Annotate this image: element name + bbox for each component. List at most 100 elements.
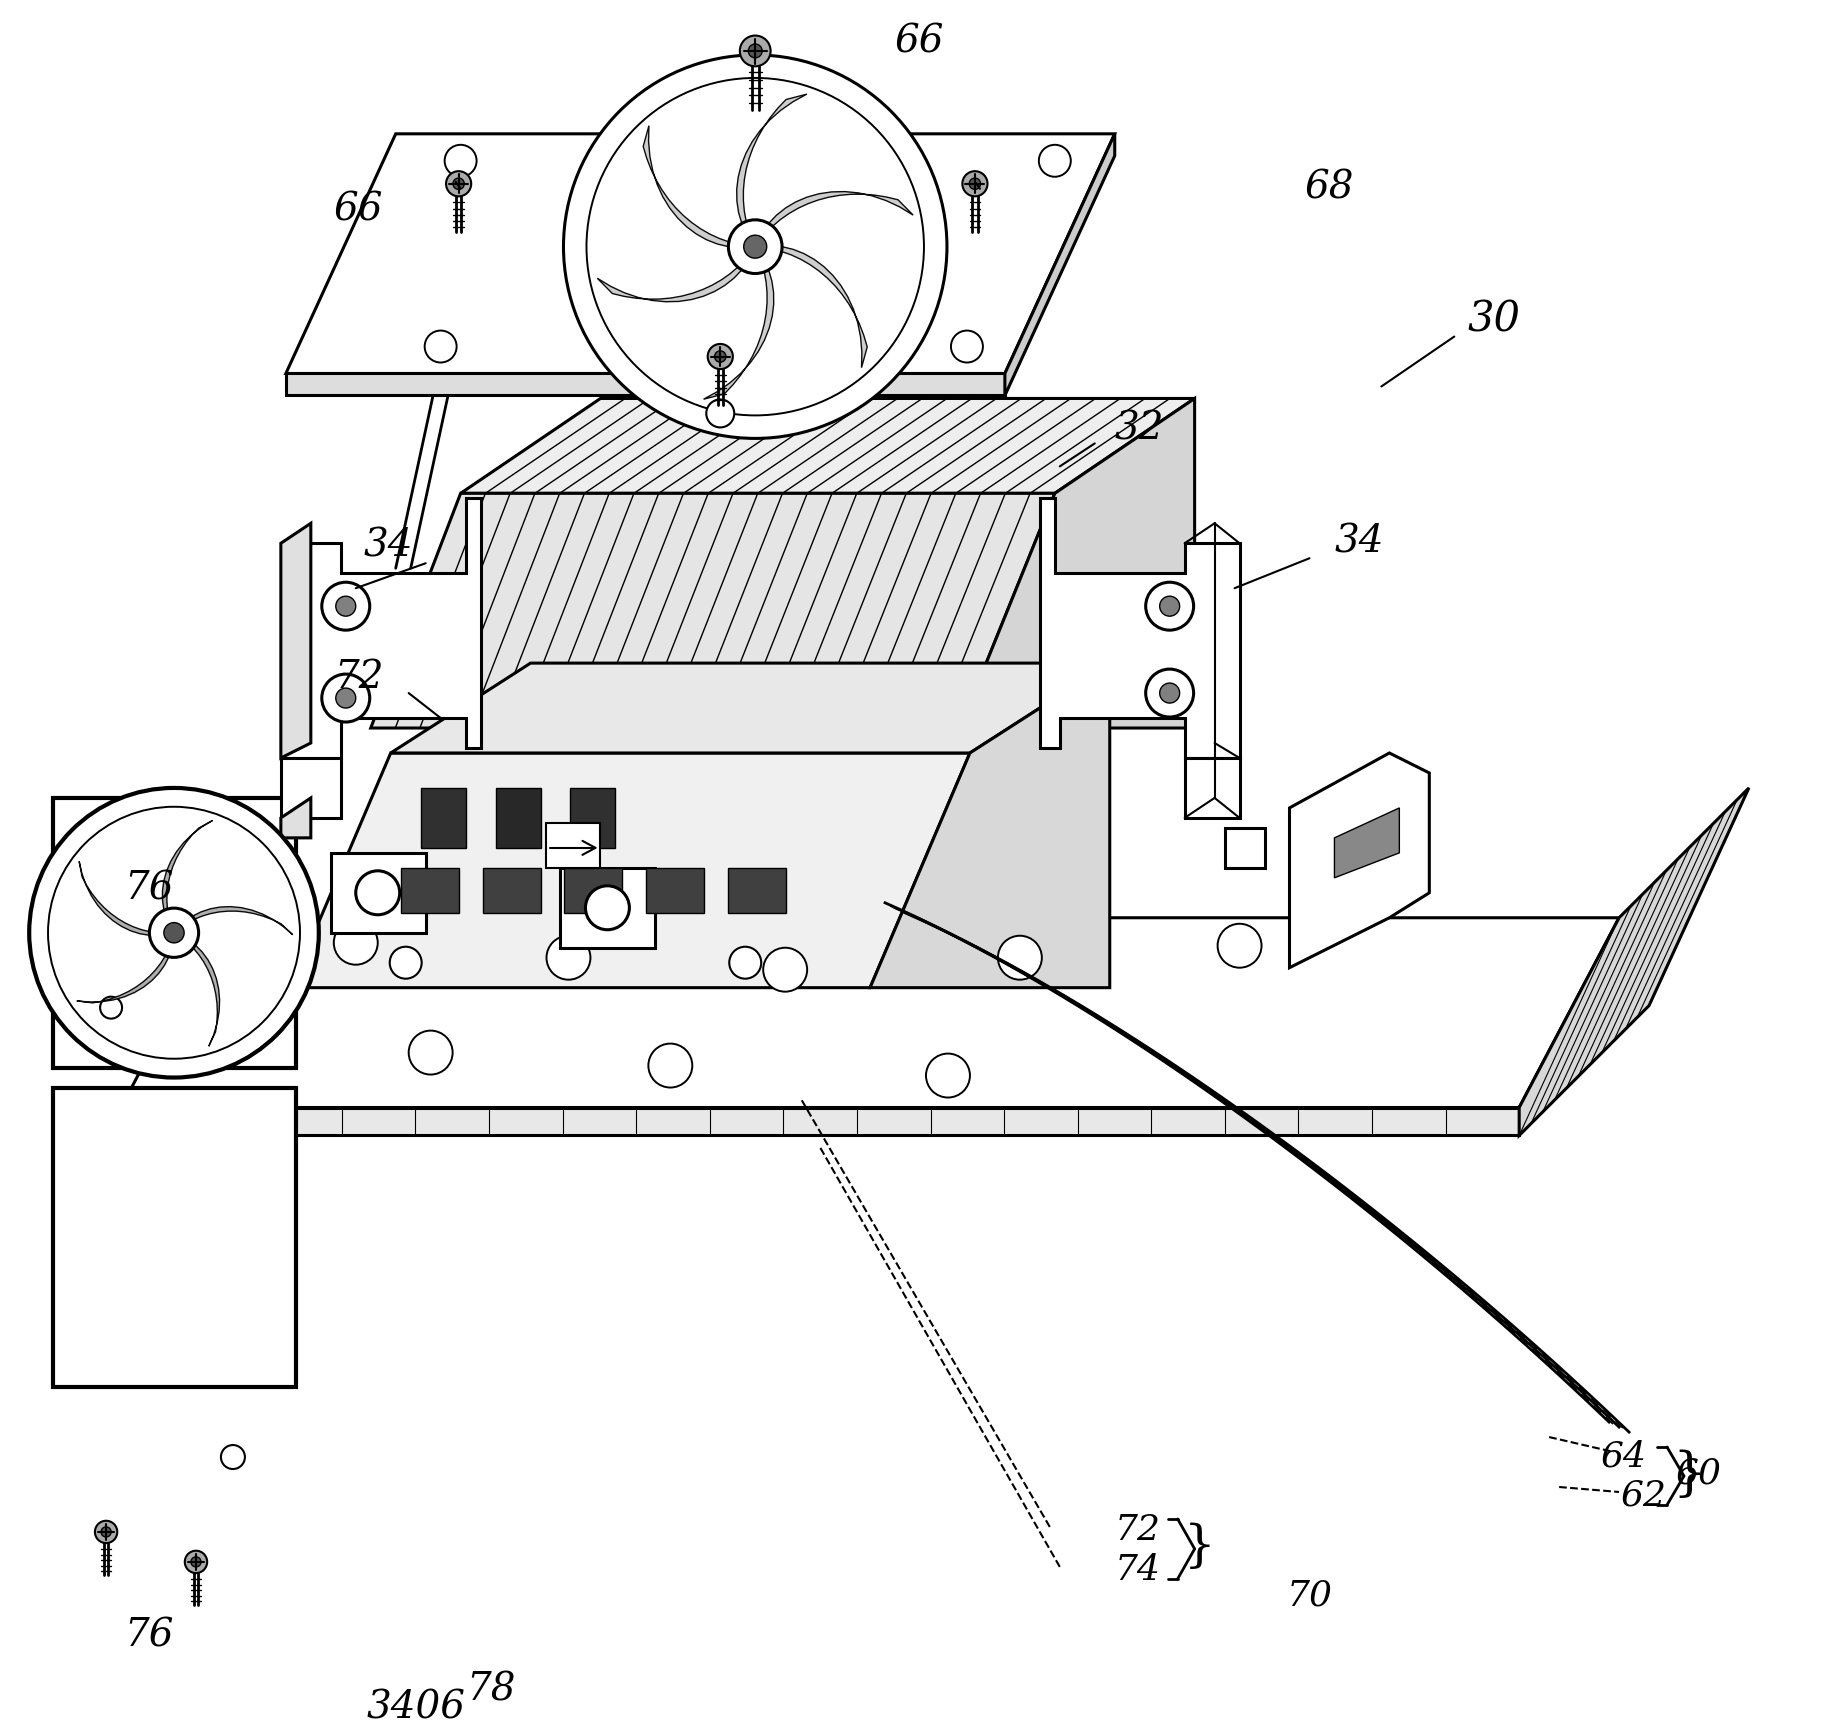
Circle shape [546,936,590,981]
Polygon shape [728,868,787,913]
Polygon shape [561,868,656,948]
Circle shape [322,675,369,723]
Polygon shape [401,868,460,913]
Polygon shape [1005,135,1114,396]
Circle shape [48,808,300,1059]
Circle shape [706,400,733,429]
Polygon shape [959,400,1195,728]
Circle shape [969,178,981,190]
Polygon shape [281,524,311,758]
Circle shape [322,583,369,631]
Text: 76: 76 [125,1616,175,1654]
Circle shape [564,55,947,439]
Circle shape [336,597,357,618]
Text: 62: 62 [1621,1477,1667,1512]
Circle shape [96,1521,118,1543]
Circle shape [998,936,1042,981]
Polygon shape [77,957,169,1003]
Circle shape [1145,670,1193,718]
Circle shape [149,908,199,958]
Circle shape [1160,683,1180,704]
Circle shape [186,1550,208,1573]
Circle shape [708,344,733,370]
Circle shape [390,948,421,979]
Text: 3406: 3406 [366,1688,465,1725]
Text: }: } [1673,1448,1706,1498]
Circle shape [357,872,399,915]
Polygon shape [391,664,1110,754]
Circle shape [586,80,925,417]
Circle shape [1217,924,1261,969]
Circle shape [741,36,770,67]
Polygon shape [483,868,540,913]
Polygon shape [421,789,465,848]
Text: 64: 64 [1601,1438,1647,1472]
Polygon shape [1186,758,1239,818]
Polygon shape [53,1088,296,1387]
Polygon shape [162,822,213,910]
Circle shape [29,789,318,1078]
Text: 76: 76 [125,870,175,907]
Circle shape [1038,145,1072,178]
Circle shape [408,1031,452,1074]
Circle shape [649,1043,693,1088]
Circle shape [963,171,987,197]
Text: 32: 32 [1116,410,1165,448]
Polygon shape [281,758,340,818]
Polygon shape [121,919,1619,1107]
Circle shape [336,689,357,709]
Circle shape [926,1054,970,1099]
Polygon shape [647,868,704,913]
Polygon shape [281,498,480,758]
Circle shape [221,1445,244,1469]
Polygon shape [1224,829,1265,868]
Circle shape [586,886,629,931]
Text: 60: 60 [1676,1455,1722,1490]
Polygon shape [1040,498,1239,758]
Circle shape [425,332,456,363]
Circle shape [164,924,184,943]
Circle shape [452,178,465,190]
Polygon shape [781,247,868,368]
Polygon shape [564,868,623,913]
Text: 74: 74 [1114,1552,1162,1586]
Polygon shape [290,754,970,988]
Polygon shape [193,907,292,936]
Circle shape [950,332,983,363]
Polygon shape [79,862,149,936]
Text: 66: 66 [335,190,384,228]
Polygon shape [371,495,1055,728]
Polygon shape [704,272,774,400]
Text: 34: 34 [1334,524,1384,561]
Polygon shape [193,946,219,1047]
Text: 78: 78 [465,1669,515,1708]
Polygon shape [331,853,426,932]
Circle shape [744,235,766,260]
Circle shape [748,45,763,59]
Polygon shape [287,374,1005,396]
Circle shape [447,171,471,197]
Polygon shape [737,95,807,225]
Text: 70: 70 [1287,1578,1333,1612]
Circle shape [99,996,121,1019]
Circle shape [191,1557,200,1567]
Circle shape [101,1528,110,1536]
Polygon shape [643,126,730,247]
Polygon shape [121,1107,1520,1137]
Circle shape [730,948,761,979]
Circle shape [1160,597,1180,618]
Circle shape [763,948,807,991]
Polygon shape [496,789,540,848]
Text: 34: 34 [364,528,414,564]
Polygon shape [570,789,616,848]
Text: 72: 72 [1114,1512,1162,1547]
Text: 68: 68 [1305,170,1355,206]
Polygon shape [1290,754,1430,969]
Polygon shape [1334,808,1399,879]
Polygon shape [869,664,1110,988]
Text: 30: 30 [1469,298,1520,341]
Polygon shape [768,192,913,227]
Circle shape [728,221,781,275]
Circle shape [715,351,726,363]
Text: }: } [1184,1521,1215,1571]
